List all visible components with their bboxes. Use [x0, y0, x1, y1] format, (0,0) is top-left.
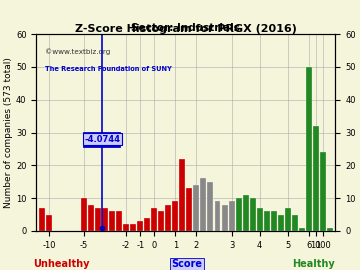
- Text: The Research Foundation of SUNY: The Research Foundation of SUNY: [45, 66, 172, 72]
- Title: Z-Score Histogram for PRGX (2016): Z-Score Histogram for PRGX (2016): [75, 24, 297, 34]
- Bar: [327, 228, 333, 231]
- Bar: [299, 228, 305, 231]
- Bar: [285, 208, 291, 231]
- Bar: [144, 218, 150, 231]
- Bar: [229, 201, 234, 231]
- Bar: [193, 185, 199, 231]
- Text: -4.0744: -4.0744: [84, 134, 120, 144]
- Bar: [201, 178, 206, 231]
- Bar: [243, 195, 248, 231]
- Bar: [116, 211, 122, 231]
- Bar: [109, 211, 115, 231]
- Text: Healthy: Healthy: [292, 259, 334, 269]
- Bar: [172, 201, 178, 231]
- Y-axis label: Number of companies (573 total): Number of companies (573 total): [4, 57, 13, 208]
- Bar: [215, 201, 220, 231]
- Bar: [165, 205, 171, 231]
- Bar: [151, 208, 157, 231]
- Bar: [235, 198, 242, 231]
- Bar: [186, 188, 192, 231]
- Bar: [81, 198, 87, 231]
- Text: Score: Score: [172, 259, 203, 269]
- Bar: [264, 211, 270, 231]
- Bar: [207, 182, 213, 231]
- Bar: [95, 208, 101, 231]
- Bar: [292, 214, 298, 231]
- Bar: [320, 152, 326, 231]
- Bar: [257, 208, 262, 231]
- Text: Unhealthy: Unhealthy: [33, 259, 89, 269]
- Bar: [123, 224, 129, 231]
- Bar: [130, 224, 136, 231]
- Bar: [313, 126, 319, 231]
- Text: Sector: Industrials: Sector: Industrials: [131, 23, 240, 33]
- Bar: [278, 214, 284, 231]
- Bar: [271, 211, 277, 231]
- Bar: [137, 221, 143, 231]
- Bar: [221, 205, 228, 231]
- Bar: [249, 198, 256, 231]
- Bar: [158, 211, 164, 231]
- Bar: [102, 208, 108, 231]
- Bar: [179, 159, 185, 231]
- Bar: [88, 205, 94, 231]
- Text: ©www.textbiz.org: ©www.textbiz.org: [45, 48, 111, 55]
- Bar: [39, 208, 45, 231]
- Bar: [46, 214, 52, 231]
- Bar: [306, 67, 312, 231]
